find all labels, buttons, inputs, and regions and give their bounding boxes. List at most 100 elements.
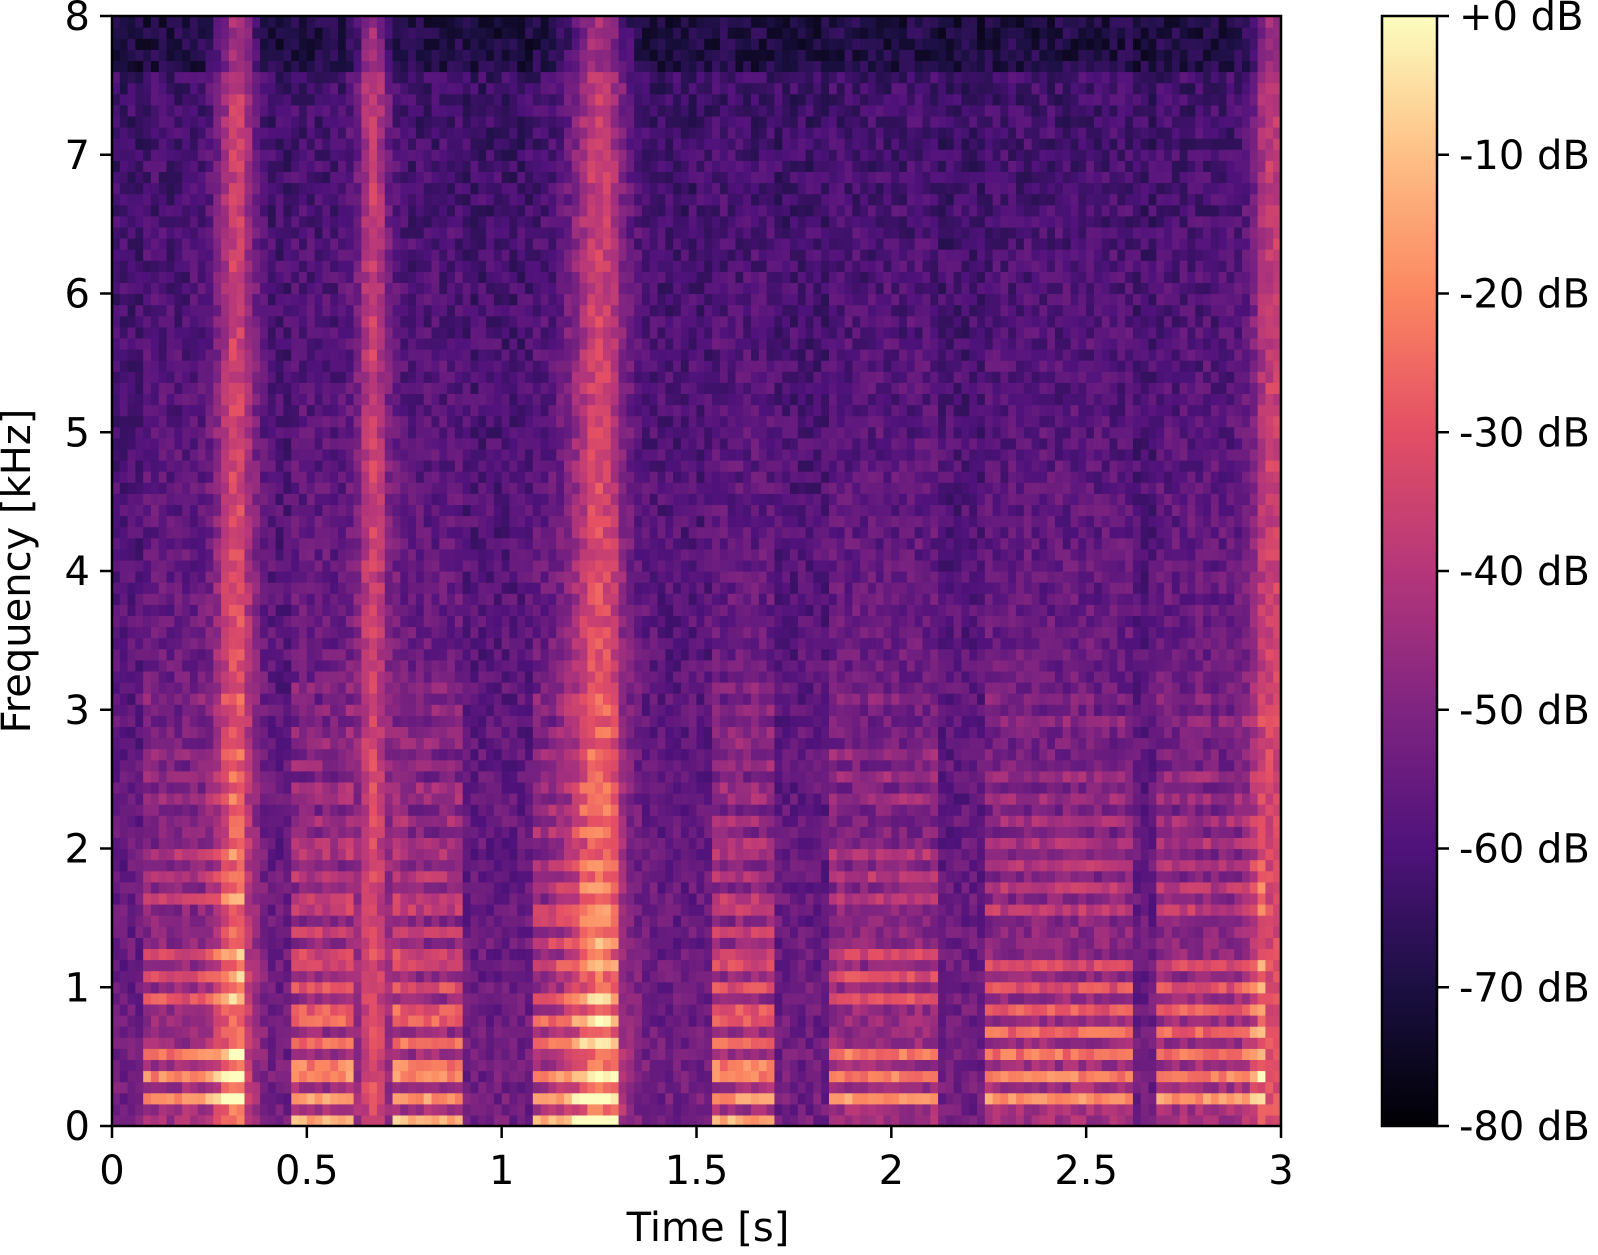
heatmap-cell bbox=[205, 615, 214, 628]
heatmap-cell bbox=[493, 1103, 503, 1116]
heatmap-cell bbox=[119, 71, 129, 84]
heatmap-cell bbox=[213, 648, 222, 661]
heatmap-cell bbox=[400, 1092, 409, 1105]
heatmap-cell bbox=[158, 1048, 168, 1060]
heatmap-cell bbox=[174, 1059, 183, 1072]
heatmap-cell bbox=[392, 238, 401, 250]
heatmap-cell bbox=[306, 393, 316, 406]
heatmap-cell bbox=[112, 737, 121, 750]
heatmap-cell bbox=[439, 959, 448, 972]
heatmap-cell bbox=[493, 60, 503, 73]
heatmap-cell bbox=[221, 1059, 230, 1072]
heatmap-cell bbox=[260, 271, 269, 283]
heatmap-cell bbox=[221, 859, 230, 872]
heatmap-cell bbox=[236, 326, 246, 339]
heatmap-cell bbox=[408, 326, 417, 339]
heatmap-cell bbox=[244, 215, 253, 228]
heatmap-cell bbox=[158, 1037, 168, 1049]
heatmap-cell bbox=[439, 93, 448, 106]
heatmap-cell bbox=[486, 337, 495, 350]
heatmap-cell bbox=[306, 582, 316, 594]
heatmap-cell bbox=[205, 1114, 214, 1127]
heatmap-cell bbox=[392, 138, 401, 150]
heatmap-cell bbox=[376, 193, 386, 206]
heatmap-cell bbox=[127, 826, 136, 838]
heatmap-cell bbox=[376, 315, 386, 328]
heatmap-cell bbox=[197, 215, 207, 228]
heatmap-cell bbox=[369, 781, 378, 794]
heatmap-cell bbox=[415, 815, 425, 827]
heatmap-cell bbox=[260, 726, 269, 739]
heatmap-cell bbox=[447, 1048, 456, 1060]
heatmap-cell bbox=[423, 815, 433, 827]
heatmap-cell bbox=[275, 548, 285, 561]
heatmap-cell bbox=[189, 604, 199, 616]
heatmap-cell bbox=[431, 904, 440, 916]
heatmap-cell bbox=[275, 715, 285, 727]
heatmap-cell bbox=[283, 371, 292, 383]
heatmap-cell bbox=[493, 992, 503, 1005]
heatmap-cell bbox=[306, 948, 316, 961]
heatmap-cell bbox=[376, 1114, 386, 1127]
heatmap-cell bbox=[314, 260, 324, 272]
heatmap-cell bbox=[392, 293, 401, 306]
heatmap-cell bbox=[361, 193, 370, 206]
heatmap-cell bbox=[221, 460, 230, 472]
heatmap-cell bbox=[205, 127, 214, 139]
heatmap-cell bbox=[299, 748, 308, 761]
heatmap-cell bbox=[275, 670, 285, 683]
heatmap-cell bbox=[314, 1103, 324, 1116]
heatmap-cell bbox=[478, 1026, 487, 1038]
heatmap-cell bbox=[400, 859, 409, 872]
heatmap-cell bbox=[135, 915, 144, 927]
heatmap-cell bbox=[330, 282, 339, 295]
heatmap-cell bbox=[143, 1081, 152, 1094]
heatmap-cell bbox=[275, 127, 285, 139]
heatmap-cell bbox=[462, 1081, 472, 1094]
heatmap-cell bbox=[283, 193, 292, 206]
heatmap-cell bbox=[275, 892, 285, 905]
heatmap-cell bbox=[205, 38, 214, 50]
heatmap-cell bbox=[369, 104, 378, 117]
heatmap-cell bbox=[314, 715, 324, 727]
heatmap-cell bbox=[369, 815, 378, 827]
heatmap-cell bbox=[299, 1015, 308, 1027]
heatmap-cell bbox=[119, 715, 129, 727]
heatmap-cell bbox=[143, 737, 152, 750]
heatmap-cell bbox=[345, 526, 355, 539]
heatmap-cell bbox=[197, 1081, 207, 1094]
heatmap-cell bbox=[267, 626, 277, 639]
heatmap-cell bbox=[369, 226, 378, 239]
heatmap-cell bbox=[322, 315, 331, 328]
heatmap-cell bbox=[189, 992, 199, 1005]
heatmap-cell bbox=[369, 881, 378, 894]
heatmap-cell bbox=[150, 193, 160, 206]
heatmap-cell bbox=[275, 837, 285, 850]
heatmap-cell bbox=[493, 526, 503, 539]
heatmap-cell bbox=[283, 349, 292, 361]
heatmap-cell bbox=[431, 837, 440, 850]
heatmap-cell bbox=[197, 115, 207, 128]
heatmap-cell bbox=[423, 149, 433, 161]
heatmap-cell bbox=[392, 260, 401, 272]
heatmap-cell bbox=[376, 682, 386, 694]
heatmap-cell bbox=[299, 315, 308, 328]
heatmap-cell bbox=[299, 1059, 308, 1072]
heatmap-cell bbox=[353, 226, 362, 239]
heatmap-cell bbox=[275, 204, 285, 217]
heatmap-cell bbox=[330, 182, 339, 195]
heatmap-cell bbox=[353, 1114, 362, 1127]
heatmap-cell bbox=[158, 937, 168, 949]
heatmap-cell bbox=[299, 992, 308, 1005]
heatmap-cell bbox=[221, 648, 230, 661]
heatmap-cell bbox=[478, 60, 487, 73]
heatmap-cell bbox=[439, 282, 448, 295]
heatmap-cell bbox=[330, 1048, 339, 1060]
heatmap-cell bbox=[470, 16, 479, 28]
heatmap-cell bbox=[197, 870, 207, 883]
heatmap-cell bbox=[244, 149, 253, 161]
heatmap-cell bbox=[275, 1070, 285, 1083]
heatmap-cell bbox=[353, 249, 362, 261]
heatmap-cell bbox=[400, 970, 409, 983]
heatmap-cell bbox=[486, 160, 495, 172]
